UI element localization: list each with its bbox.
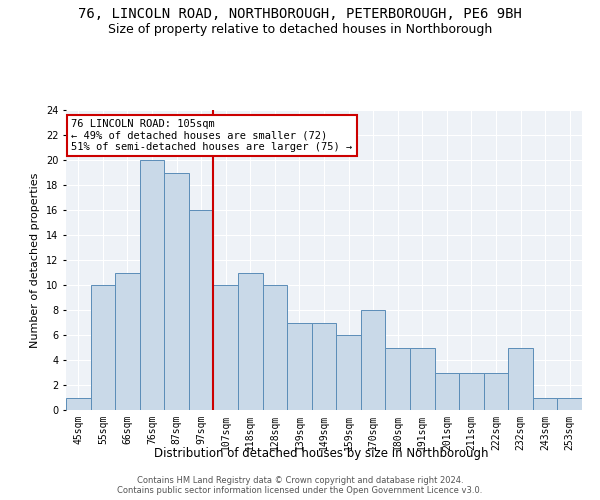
Bar [66,398,91,410]
Bar [385,348,410,410]
Bar [508,348,533,410]
Bar [164,172,189,410]
Bar [312,322,336,410]
Bar [238,272,263,410]
Bar [361,310,385,410]
Y-axis label: Number of detached properties: Number of detached properties [31,172,40,348]
Bar [115,272,140,410]
Bar [533,398,557,410]
Bar [140,160,164,410]
Text: Contains HM Land Registry data © Crown copyright and database right 2024.
Contai: Contains HM Land Registry data © Crown c… [118,476,482,495]
Bar [459,372,484,410]
Bar [189,210,214,410]
Bar [214,285,238,410]
Text: 76, LINCOLN ROAD, NORTHBOROUGH, PETERBOROUGH, PE6 9BH: 76, LINCOLN ROAD, NORTHBOROUGH, PETERBOR… [78,8,522,22]
Bar [287,322,312,410]
Bar [91,285,115,410]
Bar [434,372,459,410]
Bar [484,372,508,410]
Text: Distribution of detached houses by size in Northborough: Distribution of detached houses by size … [154,448,488,460]
Bar [336,335,361,410]
Text: Size of property relative to detached houses in Northborough: Size of property relative to detached ho… [108,22,492,36]
Text: 76 LINCOLN ROAD: 105sqm
← 49% of detached houses are smaller (72)
51% of semi-de: 76 LINCOLN ROAD: 105sqm ← 49% of detache… [71,119,352,152]
Bar [410,348,434,410]
Bar [557,398,582,410]
Bar [263,285,287,410]
